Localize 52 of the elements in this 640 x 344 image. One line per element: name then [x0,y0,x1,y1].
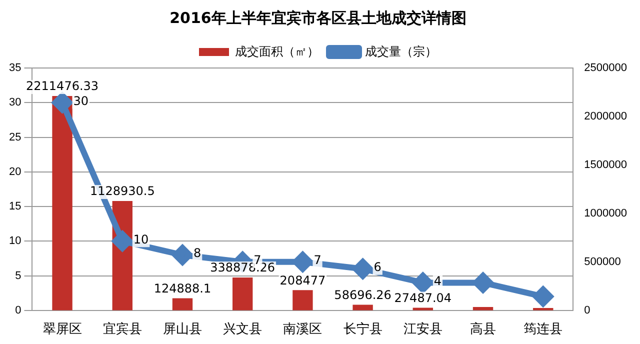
data-label: 30 [73,94,89,108]
legend-label: 成交面积（㎡） [235,44,319,58]
bar [292,290,313,310]
legend-label: 成交量（宗） [365,44,437,58]
bar [352,304,373,310]
y2-tick-label: 2500000 [584,62,628,74]
point [172,244,192,265]
y-tick-label: 10 [8,235,22,248]
bar [52,96,72,310]
x-tick-label: 兴文县 [223,320,262,336]
point [292,252,313,272]
point [473,272,494,293]
point [52,92,72,113]
data-label: 27487.04 [394,290,452,305]
y-tick-label: 15 [8,200,22,213]
x-tick-label: 宜宾县 [102,320,142,336]
x-tick-label: 长宁县 [343,320,382,336]
y-tick-label: 5 [15,270,22,282]
y-tick-label: 30 [8,96,22,109]
data-label: 8 [193,246,202,260]
y2-tick-label: 2000000 [584,110,628,123]
data-label: 6 [374,260,382,274]
point [112,231,132,252]
data-label: 58696.26 [334,288,392,302]
x-tick-label: 翠屏区 [42,320,82,336]
y2-tick-label: 0 [584,304,590,316]
y-tick-label: 35 [8,62,22,74]
point [352,258,373,279]
y2-tick-label: 1500000 [584,158,628,171]
data-label: 7 [314,253,322,268]
chart-title: 2016年上半年宜宾市各区县土地成交详情图 [170,8,466,27]
x-tick-label: 南溪区 [283,320,322,336]
x-tick-label: 江安县 [403,320,442,336]
x-tick-label: 屏山县 [162,320,202,336]
data-label: 124888.1 [154,281,212,296]
x-tick-label: 筠连县 [524,320,563,336]
data-label: 2211476.33 [26,79,99,94]
data-label: 10 [133,232,149,246]
data-label: 4 [434,274,442,288]
point [412,272,433,293]
y-tick-label: 20 [8,166,22,178]
bar [412,308,434,310]
y2-tick-label: 1000000 [584,207,628,220]
bar [172,298,193,310]
y-tick-label: 25 [8,131,22,144]
data-label: 1128930.5 [90,184,155,198]
point [533,286,554,307]
y-tick-label: 0 [15,304,22,316]
data-label: 208477 [280,273,326,288]
bar [232,278,253,310]
x-tick-label: 高县 [470,320,496,336]
y2-tick-label: 500000 [584,256,621,268]
